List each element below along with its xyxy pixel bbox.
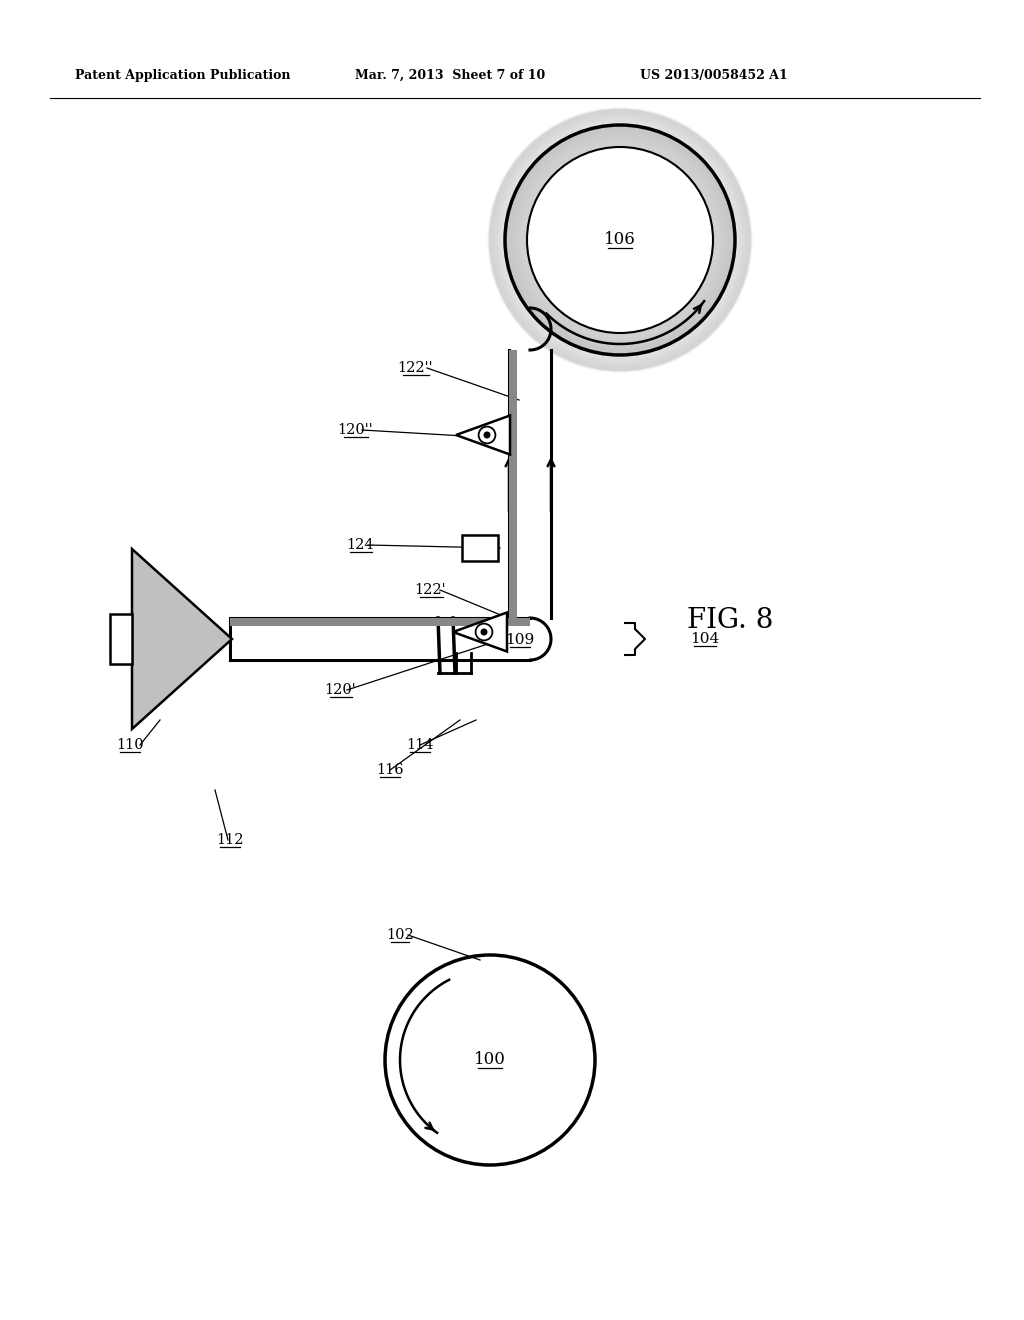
Polygon shape xyxy=(132,549,232,729)
Text: Mar. 7, 2013  Sheet 7 of 10: Mar. 7, 2013 Sheet 7 of 10 xyxy=(355,69,545,82)
Text: FIG. 8: FIG. 8 xyxy=(687,606,773,634)
Text: 114: 114 xyxy=(407,738,434,752)
Circle shape xyxy=(385,954,595,1166)
FancyBboxPatch shape xyxy=(462,535,498,561)
Circle shape xyxy=(505,125,735,355)
Text: 122'': 122'' xyxy=(397,360,433,375)
Text: 112: 112 xyxy=(216,833,244,847)
Text: 120'': 120'' xyxy=(337,422,373,437)
FancyBboxPatch shape xyxy=(230,618,530,626)
Text: 120': 120' xyxy=(325,682,356,697)
Text: 106: 106 xyxy=(604,231,636,248)
Text: US 2013/0058452 A1: US 2013/0058452 A1 xyxy=(640,69,787,82)
FancyBboxPatch shape xyxy=(110,614,132,664)
Text: 110: 110 xyxy=(116,738,143,752)
Polygon shape xyxy=(456,416,510,454)
Circle shape xyxy=(480,628,487,635)
Text: 109: 109 xyxy=(506,634,535,647)
Text: Patent Application Publication: Patent Application Publication xyxy=(75,69,291,82)
Text: 124: 124 xyxy=(346,539,374,552)
Text: 104: 104 xyxy=(690,632,720,645)
Circle shape xyxy=(478,426,496,444)
FancyBboxPatch shape xyxy=(232,619,529,659)
Circle shape xyxy=(527,147,713,333)
Polygon shape xyxy=(453,612,507,652)
Text: 102: 102 xyxy=(386,928,414,942)
Text: 116: 116 xyxy=(376,763,403,777)
Circle shape xyxy=(483,432,490,438)
Circle shape xyxy=(475,623,493,640)
Text: 100: 100 xyxy=(474,1052,506,1068)
Text: 122': 122' xyxy=(414,583,445,597)
FancyBboxPatch shape xyxy=(509,350,517,618)
